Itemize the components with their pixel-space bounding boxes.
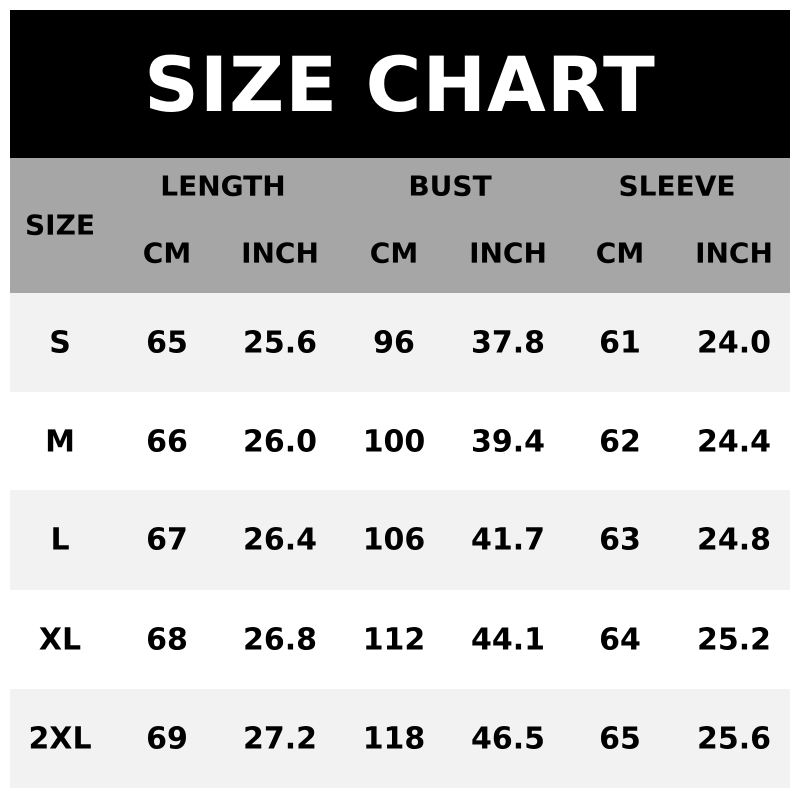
table-cell: 41.7 bbox=[470, 522, 546, 558]
table-cell: 65 bbox=[599, 721, 641, 757]
group-header-sleeve: SLEEVE bbox=[618, 169, 736, 203]
group-header-bust: BUST bbox=[408, 169, 492, 203]
table-cell: 26.0 bbox=[242, 424, 318, 460]
table-cell: 24.4 bbox=[696, 424, 772, 460]
table-row bbox=[10, 490, 790, 590]
table-cell: 25.6 bbox=[242, 325, 318, 361]
unit-header: INCH bbox=[469, 236, 547, 270]
size-label: M bbox=[45, 424, 75, 460]
title-bar: SIZE CHART bbox=[10, 10, 790, 158]
table-cell: 67 bbox=[146, 522, 188, 558]
unit-header: CM bbox=[142, 236, 192, 270]
table-cell: 106 bbox=[362, 522, 426, 558]
table-cell: 44.1 bbox=[470, 622, 546, 658]
table-cell: 118 bbox=[362, 721, 426, 757]
unit-header: CM bbox=[595, 236, 645, 270]
table-cell: 26.8 bbox=[242, 622, 318, 658]
table-row bbox=[10, 689, 790, 788]
unit-header: INCH bbox=[241, 236, 319, 270]
table-cell: 27.2 bbox=[242, 721, 318, 757]
table-cell: 112 bbox=[362, 622, 426, 658]
group-header-length: LENGTH bbox=[160, 169, 286, 203]
unit-header: INCH bbox=[695, 236, 773, 270]
table-cell: 96 bbox=[373, 325, 415, 361]
table-cell: 25.2 bbox=[696, 622, 772, 658]
unit-header: CM bbox=[369, 236, 419, 270]
size-label: L bbox=[50, 522, 70, 558]
table-cell: 61 bbox=[599, 325, 641, 361]
table-cell: 24.8 bbox=[696, 522, 772, 558]
table-cell: 63 bbox=[599, 522, 641, 558]
table-cell: 26.4 bbox=[242, 522, 318, 558]
table-cell: 39.4 bbox=[470, 424, 546, 460]
table-header bbox=[10, 158, 790, 293]
table-cell: 65 bbox=[146, 325, 188, 361]
table-cell: 37.8 bbox=[470, 325, 546, 361]
table-cell: 46.5 bbox=[470, 721, 546, 757]
table-cell: 68 bbox=[146, 622, 188, 658]
size-label: 2XL bbox=[28, 721, 92, 757]
table-cell: 24.0 bbox=[696, 325, 772, 361]
table-cell: 62 bbox=[599, 424, 641, 460]
table-cell: 69 bbox=[146, 721, 188, 757]
table-cell: 64 bbox=[599, 622, 641, 658]
table-row bbox=[10, 293, 790, 392]
size-label: XL bbox=[38, 622, 82, 658]
table-cell: 100 bbox=[362, 424, 426, 460]
table-cell: 25.6 bbox=[696, 721, 772, 757]
size-column-header: SIZE bbox=[24, 208, 96, 242]
size-label: S bbox=[49, 325, 71, 361]
table-cell: 66 bbox=[146, 424, 188, 460]
page-title: SIZE CHART bbox=[144, 40, 656, 129]
